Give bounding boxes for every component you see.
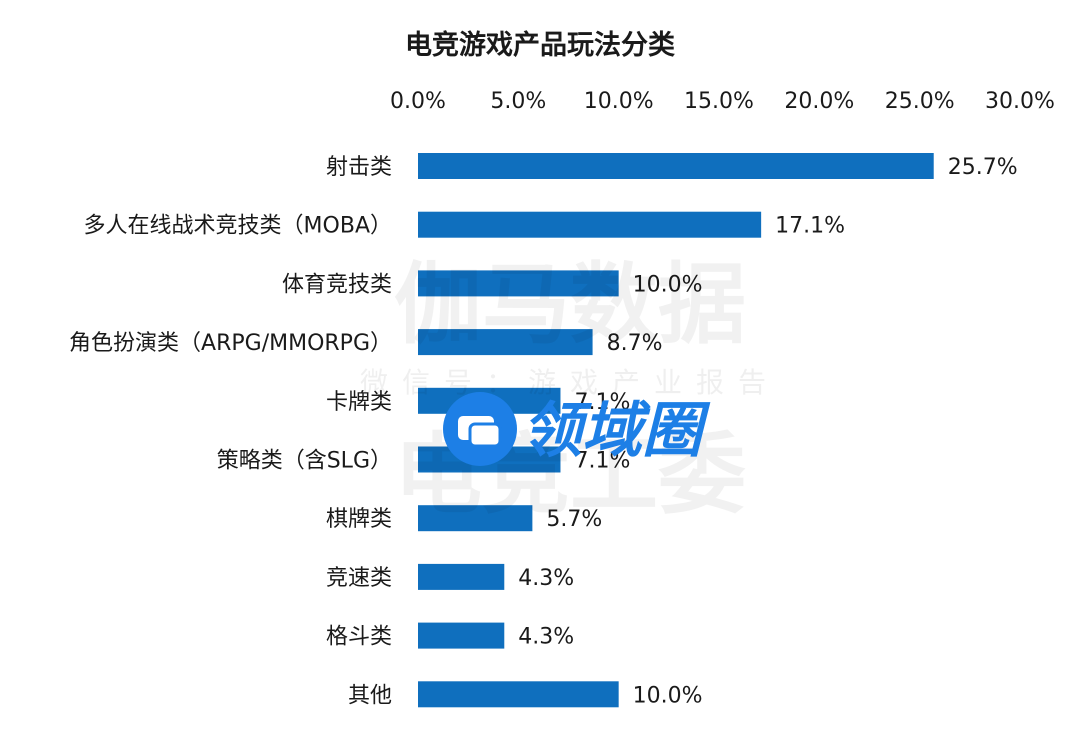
data-label: 4.3% xyxy=(518,625,574,650)
category-label: 射击类 xyxy=(326,155,392,180)
bar xyxy=(418,563,505,590)
category-label: 卡牌类 xyxy=(326,390,392,415)
watermark: 伽马数据 微信号：游戏产业报告 电竞工委 xyxy=(360,253,780,526)
data-label: 17.1% xyxy=(775,214,845,239)
data-labels: 25.7% 17.1% 10.0% 8.7% 7.1% 7.1% 5.7% 4.3% 4.3% 1… xyxy=(518,155,1017,708)
x-tick-label: 25.0% xyxy=(885,89,955,114)
data-label: 10.0% xyxy=(633,272,703,297)
category-label: 策略类（含SLG） xyxy=(217,449,392,474)
x-tick-label: 0.0% xyxy=(390,89,446,114)
category-label: 格斗类 xyxy=(326,625,392,650)
data-label: 4.3% xyxy=(518,566,574,591)
bar xyxy=(418,681,619,708)
category-label: 竞速类 xyxy=(326,566,392,591)
data-label: 5.7% xyxy=(546,507,602,532)
data-label: 8.7% xyxy=(607,331,663,356)
x-tick-label: 20.0% xyxy=(784,89,854,114)
data-label: 7.1% xyxy=(574,449,630,474)
data-label: 10.0% xyxy=(633,683,703,708)
category-label: 多人在线战术竞技类（MOBA） xyxy=(84,214,392,239)
x-tick-label: 30.0% xyxy=(985,89,1055,114)
category-label: 棋牌类 xyxy=(326,507,392,532)
bar xyxy=(418,622,505,649)
bar xyxy=(418,270,619,297)
bars xyxy=(418,153,934,708)
logo-text: 领域圈 xyxy=(522,396,711,466)
bar xyxy=(418,505,533,532)
watermark-line1: 伽马数据 xyxy=(394,253,746,356)
x-tick-label: 10.0% xyxy=(584,89,654,114)
chart-title: 电竞游戏产品玩法分类 xyxy=(405,29,675,61)
x-axis-ticks: 0.0% 5.0% 10.0% 15.0% 20.0% 25.0% 30.0% xyxy=(390,89,1055,114)
category-label: 体育竞技类 xyxy=(282,272,392,297)
logo-badge: 领域圈 xyxy=(443,392,711,466)
chat-bubble-icon xyxy=(443,392,517,466)
data-label: 25.7% xyxy=(948,155,1018,180)
bar xyxy=(418,329,593,356)
data-label: 7.1% xyxy=(574,390,630,415)
x-tick-label: 5.0% xyxy=(490,89,546,114)
bar xyxy=(418,211,762,238)
bar xyxy=(418,153,934,179)
watermark-line2: 微信号：游戏产业报告 xyxy=(360,366,780,399)
category-label: 角色扮演类（ARPG/MMORPG） xyxy=(69,331,392,356)
x-tick-label: 15.0% xyxy=(684,89,754,114)
category-label: 其他 xyxy=(348,683,392,708)
